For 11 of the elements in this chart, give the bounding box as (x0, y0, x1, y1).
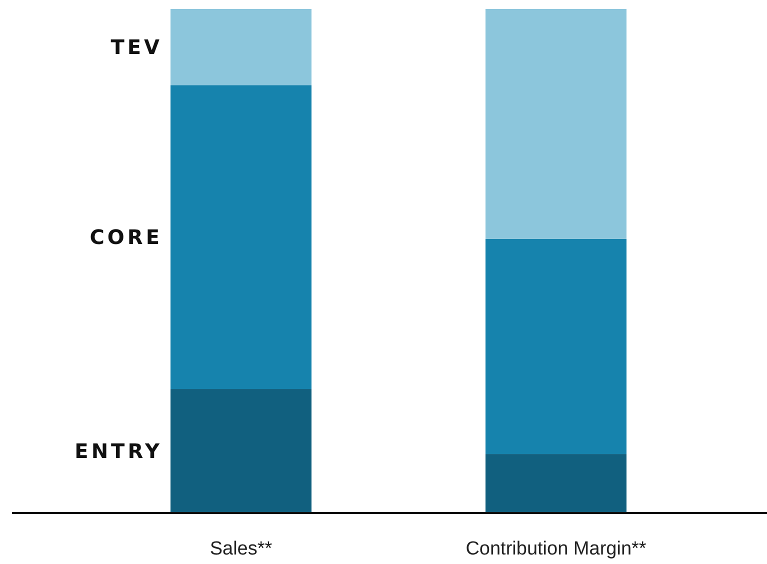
series-label: TEV (110, 35, 162, 60)
bar (170, 85, 312, 390)
x-tick-label: Contribution Margin** (466, 538, 647, 560)
series-label: ENTRY (74, 439, 162, 464)
bar (486, 9, 626, 239)
series-label: CORE (90, 225, 162, 250)
x-tick-label: Sales** (210, 538, 273, 560)
bar (486, 454, 626, 513)
bar (486, 238, 626, 454)
bar (170, 389, 312, 513)
bar (170, 9, 312, 86)
